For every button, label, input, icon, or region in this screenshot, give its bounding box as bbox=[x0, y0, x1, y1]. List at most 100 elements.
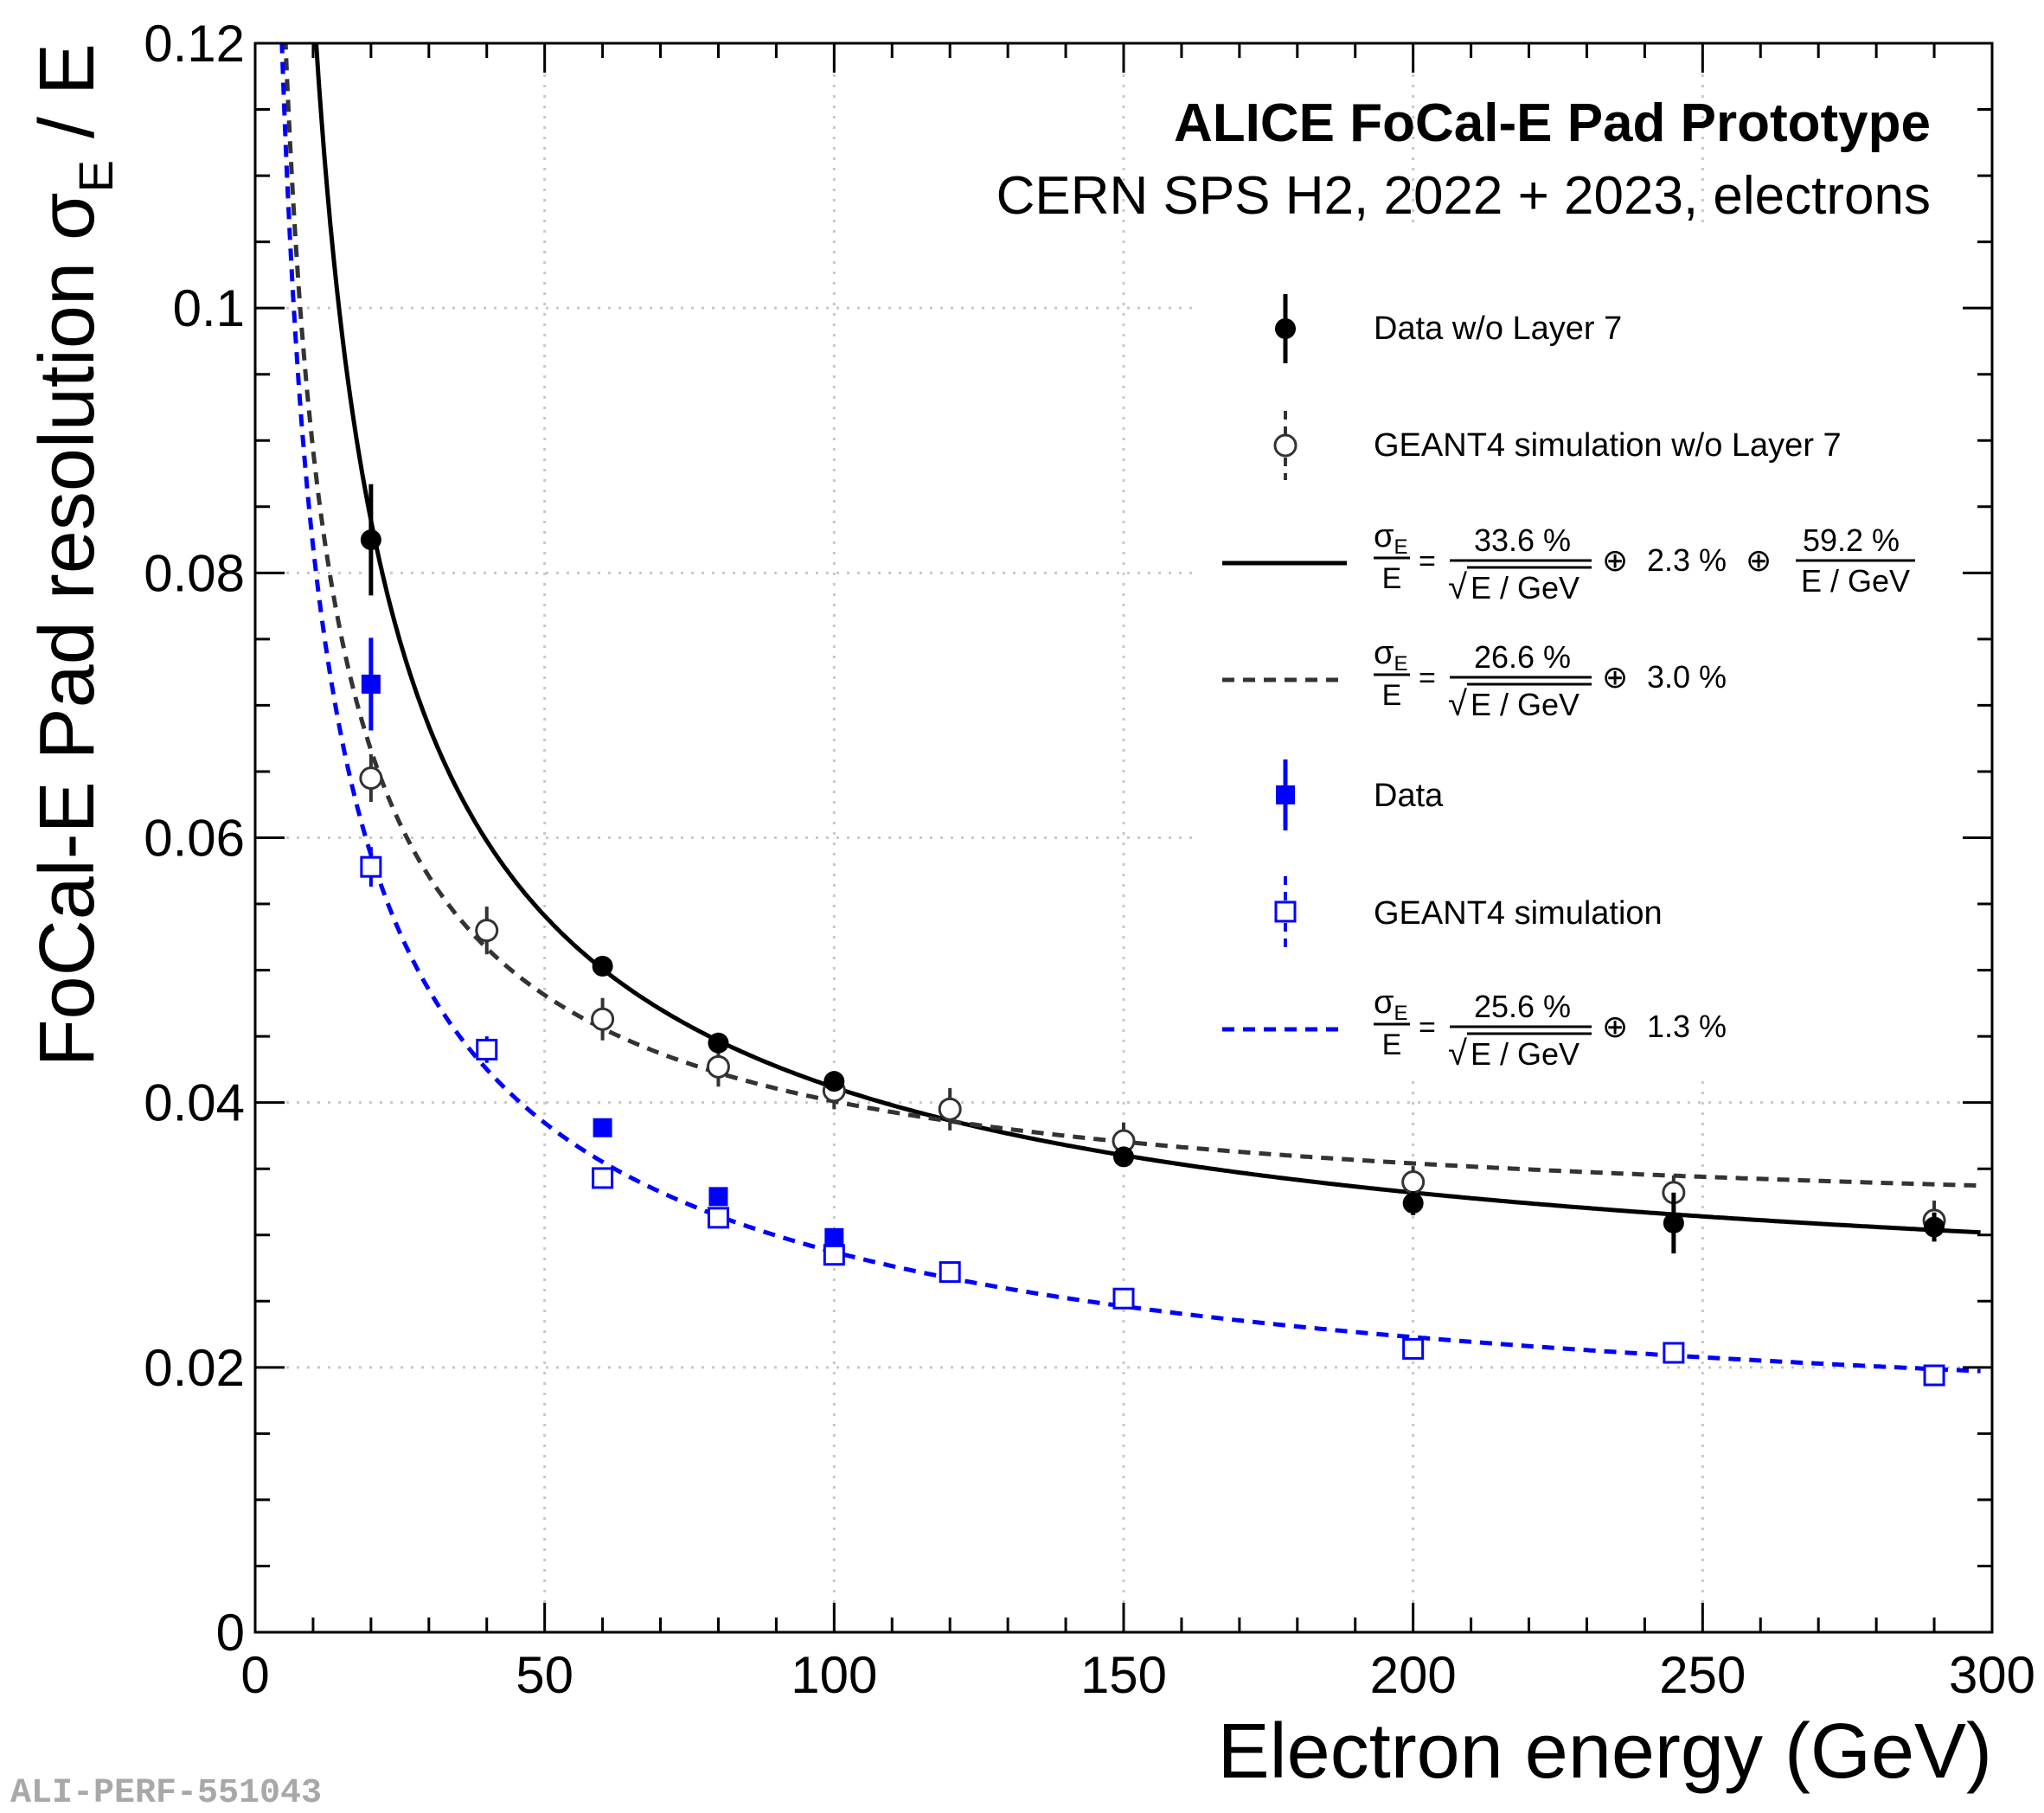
formula-const: 3.0 % bbox=[1647, 659, 1727, 695]
point-open-square bbox=[939, 1261, 961, 1284]
point-filled-square bbox=[824, 1227, 844, 1247]
formula-noiseden: E / GeV bbox=[1801, 563, 1910, 599]
y-tick-label: 0.08 bbox=[144, 544, 245, 602]
legend-marker-filled-circle bbox=[1275, 318, 1296, 339]
axis-ticks bbox=[253, 42, 1994, 1634]
data-points bbox=[359, 484, 1946, 1387]
y-tick-label: 0.1 bbox=[173, 279, 245, 337]
point-open-square bbox=[1402, 1337, 1425, 1360]
sqrt-symbol: √ bbox=[1448, 568, 1467, 606]
y-tick-label: 0.06 bbox=[144, 810, 245, 868]
formula-eq: = bbox=[1419, 662, 1436, 695]
formula-sigma: σE bbox=[1374, 635, 1407, 676]
formula-sqrtden: E / GeV bbox=[1471, 1036, 1579, 1072]
legend-entry-geant4: GEANT4 simulation bbox=[1274, 876, 1663, 948]
legend-marker-open-square bbox=[1274, 900, 1297, 923]
x-tick-label: 100 bbox=[791, 1646, 877, 1704]
point-open-circle bbox=[1401, 1170, 1426, 1195]
point-open-square bbox=[823, 1244, 845, 1266]
legend-entry-geant4-w-o-layer7: GEANT4 simulation w/o Layer 7 bbox=[1273, 411, 1842, 480]
point-filled-circle bbox=[1402, 1193, 1424, 1214]
formula-den: E bbox=[1382, 679, 1402, 712]
point-open-square bbox=[360, 855, 382, 878]
x-tick-label: 300 bbox=[1949, 1646, 2035, 1704]
legend-label: GEANT4 simulation w/o Layer 7 bbox=[1374, 427, 1842, 464]
figure-id: ALI-PERF-551043 bbox=[10, 1774, 322, 1813]
legend-marker-filled-square bbox=[1276, 785, 1295, 804]
formula-noise: 59.2 % bbox=[1803, 522, 1900, 558]
point-open-circle bbox=[706, 1054, 730, 1079]
point-open-square bbox=[592, 1167, 614, 1189]
chart-title: ALICE FoCal-E Pad Prototype bbox=[1174, 93, 1931, 153]
legend-entry-fit-dashed-blue: σE E = 25.6 % √ E / GeV ⊕ 1.3 % bbox=[1222, 984, 1727, 1073]
y-axis-label-tail: / E bbox=[24, 43, 111, 160]
point-filled-circle bbox=[823, 1071, 845, 1092]
formula-const: 2.3 % bbox=[1647, 542, 1727, 578]
legend-entry-data-w-o-layer7: Data w/o Layer 7 bbox=[1275, 294, 1622, 363]
formula-sigma: σE bbox=[1374, 518, 1407, 559]
point-open-square bbox=[1923, 1364, 1945, 1387]
point-open-square bbox=[476, 1038, 498, 1060]
formula-oplus: ⊕ bbox=[1746, 542, 1772, 578]
point-filled-circle bbox=[592, 955, 613, 977]
x-tick-label: 0 bbox=[240, 1646, 269, 1704]
y-tick-label: 0.04 bbox=[144, 1074, 245, 1132]
point-open-circle bbox=[475, 919, 499, 943]
legend-entry-fit-dashed-grey: σE E = 26.6 % √ E / GeV ⊕ 3.0 % bbox=[1222, 635, 1727, 723]
formula-stoch: 33.6 % bbox=[1474, 522, 1571, 558]
legend-marker-open-circle bbox=[1273, 433, 1298, 458]
x-tick-label: 200 bbox=[1370, 1646, 1457, 1704]
sqrt-symbol: √ bbox=[1448, 1035, 1467, 1073]
x-tick-label: 50 bbox=[516, 1646, 573, 1704]
formula-den: E bbox=[1382, 1028, 1402, 1061]
point-filled-circle bbox=[1113, 1146, 1134, 1168]
y-tick-label: 0.02 bbox=[144, 1339, 245, 1397]
y-axis-label-sub: E bbox=[68, 160, 123, 192]
point-filled-square bbox=[593, 1118, 612, 1137]
point-open-circle bbox=[938, 1097, 962, 1121]
fit-curve bbox=[279, 43, 1981, 1374]
legend: Data w/o Layer 7 GEANT4 simulation w/o L… bbox=[1222, 294, 1915, 1073]
point-open-square bbox=[1663, 1342, 1685, 1364]
legend-entry-data: Data bbox=[1276, 759, 1444, 830]
fit-curve bbox=[283, 43, 1981, 1188]
point-filled-square bbox=[708, 1187, 728, 1207]
legend-label: GEANT4 simulation bbox=[1374, 895, 1663, 932]
formula-eq: = bbox=[1419, 1011, 1436, 1044]
tick-labels: 0 50 100 150 200 250 300 0 0.02 0.04 0.06 0.08 0.1 0.… bbox=[144, 15, 2035, 1704]
point-open-circle bbox=[591, 1007, 615, 1031]
formula-oplus: ⊕ bbox=[1602, 542, 1628, 578]
formula-sqrtden: E / GeV bbox=[1471, 570, 1579, 605]
y-axis-label-main: FoCal-E Pad resolution σ bbox=[24, 192, 111, 1067]
x-axis-label: Electron energy (GeV) bbox=[1218, 1708, 1992, 1795]
x-tick-label: 150 bbox=[1080, 1646, 1167, 1704]
y-tick-label: 0 bbox=[216, 1604, 245, 1662]
point-open-circle bbox=[359, 766, 383, 791]
point-filled-circle bbox=[1924, 1216, 1945, 1238]
formula-eq: = bbox=[1419, 545, 1436, 578]
formula-stoch: 26.6 % bbox=[1474, 639, 1571, 675]
formula-oplus: ⊕ bbox=[1602, 1009, 1628, 1044]
point-filled-circle bbox=[360, 529, 381, 551]
chart-subtitle: CERN SPS H2, 2022 + 2023, electrons bbox=[996, 166, 1931, 226]
point-open-square bbox=[1112, 1287, 1135, 1310]
point-filled-square bbox=[361, 674, 381, 694]
legend-entry-fit-solid: σE E = 33.6 % √ E / GeV ⊕ 2.3 % ⊕ 59.2 %… bbox=[1222, 518, 1915, 606]
formula-den: E bbox=[1382, 562, 1402, 595]
x-tick-label: 250 bbox=[1659, 1646, 1746, 1704]
y-axis-label: FoCal-E Pad resolution σE / E bbox=[24, 43, 123, 1067]
y-tick-label: 0.12 bbox=[144, 15, 245, 73]
formula-sigma: σE bbox=[1374, 984, 1407, 1025]
point-filled-circle bbox=[1663, 1212, 1684, 1233]
formula-oplus: ⊕ bbox=[1602, 659, 1628, 695]
sqrt-symbol: √ bbox=[1448, 685, 1467, 723]
legend-label: Data bbox=[1374, 778, 1444, 814]
grid-lines bbox=[255, 43, 1992, 1632]
point-filled-circle bbox=[708, 1032, 729, 1054]
formula-const: 1.3 % bbox=[1647, 1009, 1727, 1044]
point-open-square bbox=[707, 1207, 729, 1229]
formula-stoch: 25.6 % bbox=[1474, 989, 1571, 1024]
legend-label: Data w/o Layer 7 bbox=[1374, 311, 1622, 347]
formula-sqrtden: E / GeV bbox=[1471, 687, 1579, 722]
